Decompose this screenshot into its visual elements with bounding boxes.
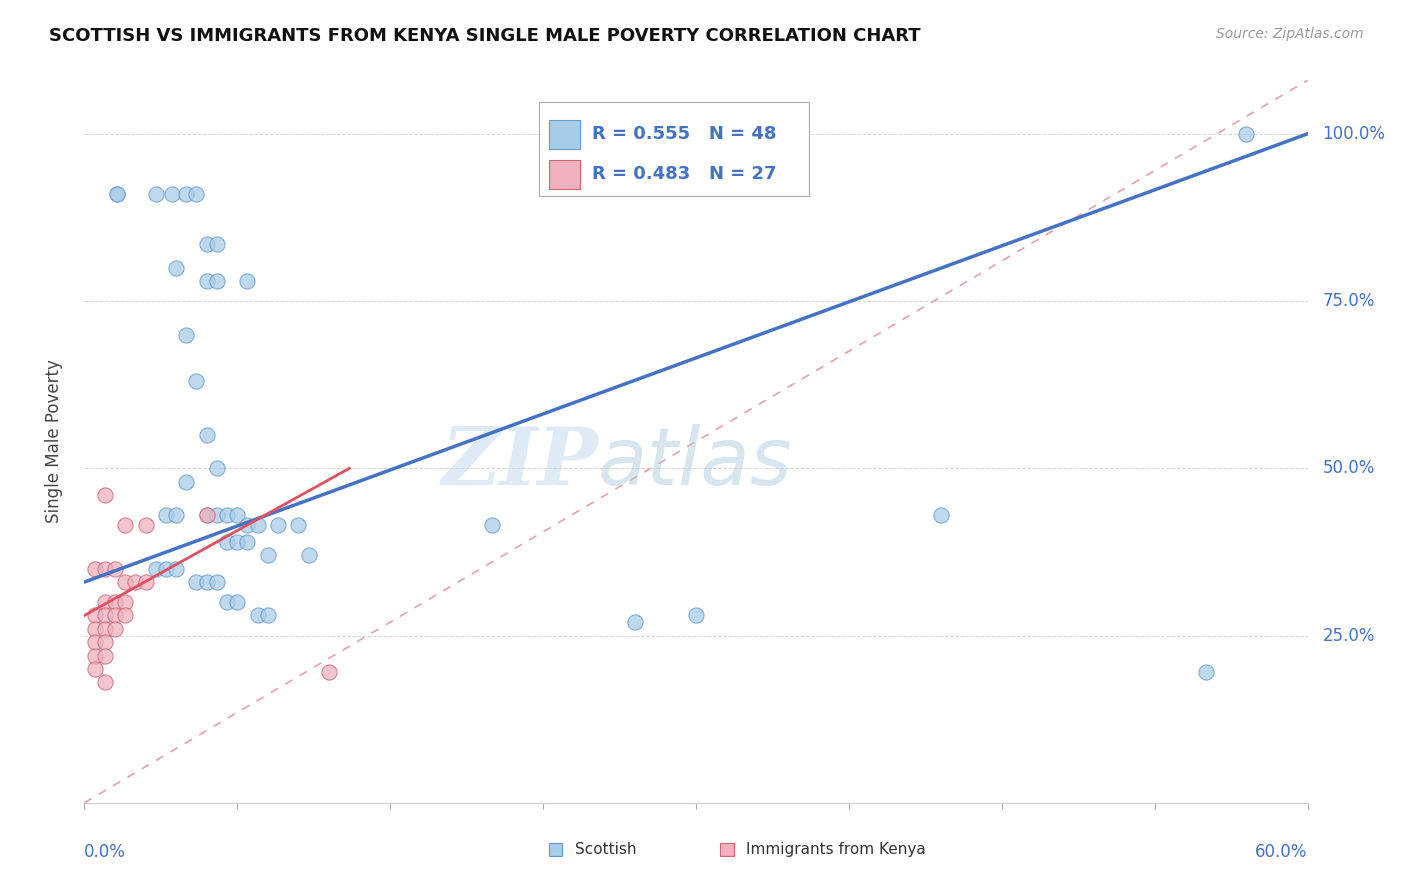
Point [165,562,187,576]
Point [93,675,115,690]
Text: 25.0%: 25.0% [1322,626,1375,645]
Point [93,595,115,609]
Text: ZIP: ZIP [441,425,598,502]
Point [165,260,187,275]
Text: Scottish: Scottish [575,842,636,857]
Text: 0.0%: 0.0% [84,843,127,861]
Point [93,648,115,663]
Text: SCOTTISH VS IMMIGRANTS FROM KENYA SINGLE MALE POVERTY CORRELATION CHART: SCOTTISH VS IMMIGRANTS FROM KENYA SINGLE… [49,27,921,45]
Point [165,508,187,523]
Point [257,548,280,563]
Point [195,508,218,523]
Point [174,475,197,489]
FancyBboxPatch shape [550,120,579,149]
Point [93,635,115,649]
Point [236,274,259,288]
Text: Immigrants from Kenya: Immigrants from Kenya [745,842,925,857]
Point [236,518,259,533]
Point [205,237,228,252]
Point [246,608,269,623]
Point [174,187,197,202]
Text: 100.0%: 100.0% [1322,125,1385,143]
Point [217,508,239,523]
Point [236,534,259,549]
Point [93,608,115,623]
Point [205,461,228,475]
Point [83,648,105,663]
Point [93,622,115,636]
Point [205,508,228,523]
Text: 50.0%: 50.0% [1322,459,1375,477]
Point [624,615,647,630]
Point [186,187,208,202]
Text: 75.0%: 75.0% [1322,292,1375,310]
Point [114,518,136,533]
Point [318,665,340,680]
Point [205,575,228,590]
FancyBboxPatch shape [540,102,808,196]
Point [1236,127,1258,141]
Point [195,274,218,288]
Point [685,608,707,623]
Point [83,662,105,676]
Point [114,575,136,590]
Point [174,327,197,342]
Point [83,635,105,649]
Point [226,534,249,549]
Y-axis label: Single Male Poverty: Single Male Poverty [45,359,63,524]
Point [195,575,218,590]
Point [83,608,105,623]
Text: Source: ZipAtlas.com: Source: ZipAtlas.com [1216,27,1364,41]
Point [226,595,249,609]
Point [145,562,167,576]
Point [135,575,157,590]
Point [124,575,146,590]
Text: atlas: atlas [598,425,793,502]
Point [104,595,127,609]
Point [135,518,157,533]
Point [114,608,136,623]
Text: 60.0%: 60.0% [1256,843,1308,861]
Point [145,187,167,202]
Point [257,608,280,623]
Point [114,595,136,609]
Point [481,518,503,533]
Point [93,562,115,576]
Point [217,595,239,609]
FancyBboxPatch shape [550,160,579,189]
Text: R = 0.483   N = 27: R = 0.483 N = 27 [592,165,776,183]
Point [1195,665,1218,680]
Point [217,534,239,549]
Point [195,237,218,252]
Point [105,187,128,202]
Point [195,508,218,523]
FancyBboxPatch shape [720,843,734,856]
Point [195,427,218,442]
Point [104,562,127,576]
Point [155,508,177,523]
Point [104,622,127,636]
Point [104,608,127,623]
Point [298,548,321,563]
Point [267,518,290,533]
Point [186,575,208,590]
Point [105,187,128,202]
Point [246,518,269,533]
FancyBboxPatch shape [550,843,562,856]
Point [205,274,228,288]
Text: R = 0.555   N = 48: R = 0.555 N = 48 [592,126,776,144]
Point [160,187,183,202]
Point [186,375,208,389]
Point [226,508,249,523]
Point [83,562,105,576]
Point [929,508,952,523]
Point [83,622,105,636]
Point [155,562,177,576]
Point [93,488,115,502]
Point [287,518,309,533]
